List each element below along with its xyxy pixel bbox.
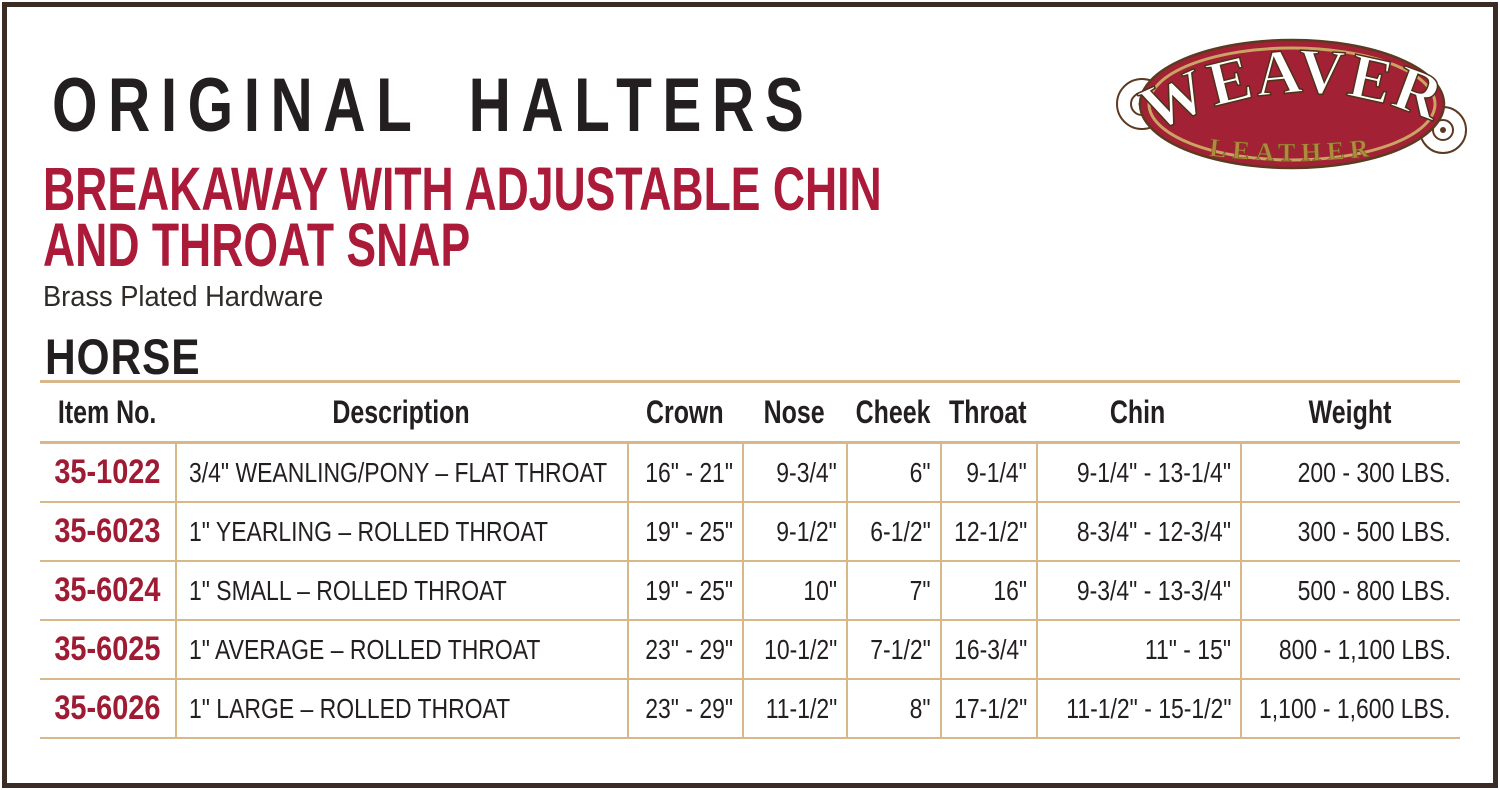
table-row: 35-6026 1" LARGE – ROLLED THROAT 23" - 2… <box>40 680 1460 739</box>
table-row: 35-6024 1" SMALL – ROLLED THROAT 19" - 2… <box>40 562 1460 621</box>
cell-throat: 16" <box>940 562 1036 619</box>
col-header-weight: Weight <box>1308 393 1392 430</box>
cell-item-no: 35-6025 <box>54 630 161 668</box>
cell-description: 1" AVERAGE – ROLLED THROAT <box>175 621 627 678</box>
hardware-note: Brass Plated Hardware <box>43 281 324 313</box>
svg-text:LEATHER: LEATHER <box>1208 133 1376 167</box>
table-row: 35-1022 3/4" WEANLING/PONY – FLAT THROAT… <box>40 444 1460 503</box>
cell-chin: 11" - 15" <box>1036 621 1240 678</box>
cell-weight: 500 - 800 LBS. <box>1240 562 1460 619</box>
col-header-throat: Throat <box>949 393 1027 430</box>
cell-description: 1" LARGE – ROLLED THROAT <box>175 680 627 737</box>
cell-nose: 9-1/2" <box>742 503 846 560</box>
col-header-description: Description <box>332 393 470 430</box>
cell-item-no: 35-6024 <box>54 571 161 609</box>
cell-nose: 10-1/2" <box>742 621 846 678</box>
col-header-cheek: Cheek <box>855 393 931 430</box>
cell-cheek: 7-1/2" <box>846 621 940 678</box>
logo-oval <box>1138 38 1446 170</box>
cell-cheek: 8" <box>846 680 940 737</box>
table-row: 35-6023 1" YEARLING – ROLLED THROAT 19" … <box>40 503 1460 562</box>
cell-crown: 23" - 29" <box>627 621 742 678</box>
cell-description: 1" SMALL – ROLLED THROAT <box>175 562 627 619</box>
cell-item-no: 35-6023 <box>54 512 161 550</box>
col-header-nose: Nose <box>763 393 825 430</box>
size-spec-table: Item No. Description Crown Nose Cheek Th… <box>40 380 1460 739</box>
col-header-crown: Crown <box>645 393 724 430</box>
cell-crown: 23" - 29" <box>627 680 742 737</box>
cell-crown: 19" - 25" <box>627 562 742 619</box>
cell-description: 3/4" WEANLING/PONY – FLAT THROAT <box>175 444 627 501</box>
cell-weight: 800 - 1,100 LBS. <box>1240 621 1460 678</box>
cell-item-no: 35-1022 <box>54 453 161 491</box>
cell-crown: 16" - 21" <box>627 444 742 501</box>
cell-chin: 9-1/4" - 13-1/4" <box>1036 444 1240 501</box>
page-title: ORIGINAL HALTERS <box>52 63 815 148</box>
cell-nose: 10" <box>742 562 846 619</box>
cell-weight: 200 - 300 LBS. <box>1240 444 1460 501</box>
table-row: 35-6025 1" AVERAGE – ROLLED THROAT 23" -… <box>40 621 1460 680</box>
cell-chin: 9-3/4" - 13-3/4" <box>1036 562 1240 619</box>
subtitle-line-1: BREAKAWAY WITH ADJUSTABLE CHIN <box>43 155 882 223</box>
cell-description: 1" YEARLING – ROLLED THROAT <box>175 503 627 560</box>
cell-nose: 11-1/2" <box>742 680 846 737</box>
logo-inner-ring <box>1147 46 1437 162</box>
cell-weight: 1,100 - 1,600 LBS. <box>1240 680 1460 737</box>
weaver-leather-logo: WEAVER LEATHER <box>1116 34 1467 170</box>
cell-crown: 19" - 25" <box>627 503 742 560</box>
subtitle-line-2: AND THROAT SNAP <box>43 211 471 279</box>
product-subtitle: BREAKAWAY WITH ADJUSTABLE CHIN AND THROA… <box>43 155 882 279</box>
cell-nose: 9-3/4" <box>742 444 846 501</box>
cell-throat: 9-1/4" <box>940 444 1036 501</box>
col-header-item-no: Item No. <box>58 393 157 430</box>
table-header-row: Item No. Description Crown Nose Cheek Th… <box>40 383 1460 444</box>
cell-chin: 8-3/4" - 12-3/4" <box>1036 503 1240 560</box>
cell-cheek: 6-1/2" <box>846 503 940 560</box>
cell-chin: 11-1/2" - 15-1/2" <box>1036 680 1240 737</box>
logo-word-text: LEATHER <box>1208 133 1371 168</box>
col-header-chin: Chin <box>1110 393 1166 430</box>
cell-cheek: 6" <box>846 444 940 501</box>
cell-throat: 16-3/4" <box>940 621 1036 678</box>
cell-weight: 300 - 500 LBS. <box>1240 503 1460 560</box>
cell-cheek: 7" <box>846 562 940 619</box>
cell-throat: 12-1/2" <box>940 503 1036 560</box>
cell-throat: 17-1/2" <box>940 680 1036 737</box>
cell-item-no: 35-6026 <box>54 689 161 727</box>
section-heading: HORSE <box>45 329 201 385</box>
